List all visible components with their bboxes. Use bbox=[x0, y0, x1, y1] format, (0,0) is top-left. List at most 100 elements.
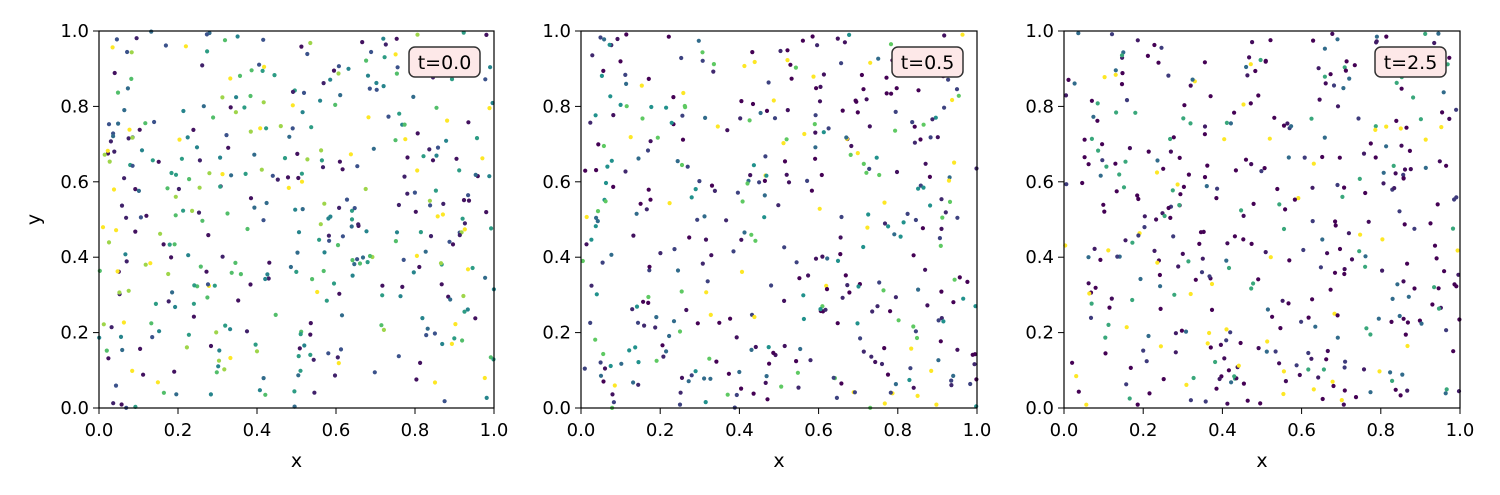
scatter-point bbox=[462, 309, 467, 314]
scatter-point bbox=[905, 211, 910, 216]
scatter-point bbox=[1117, 172, 1122, 177]
scatter-point bbox=[1376, 316, 1381, 321]
scatter-point bbox=[679, 375, 685, 380]
scatter-point bbox=[784, 137, 789, 142]
scatter-point bbox=[1114, 110, 1119, 115]
scatter-point bbox=[1357, 176, 1362, 181]
scatter-point bbox=[784, 172, 789, 177]
scatter-point bbox=[909, 346, 914, 351]
scatter-point bbox=[1250, 40, 1255, 45]
scatter-point bbox=[1390, 296, 1395, 301]
panel-2-xticks: 0.0 0.2 0.4 0.6 0.8 1.0 bbox=[567, 408, 991, 441]
scatter-point bbox=[786, 180, 792, 185]
scatter-point bbox=[814, 86, 819, 91]
scatter-point bbox=[835, 321, 840, 326]
scatter-point bbox=[1436, 306, 1442, 311]
scatter-point bbox=[1188, 291, 1193, 297]
scatter-point bbox=[156, 159, 161, 164]
scatter-point bbox=[1405, 343, 1410, 349]
scatter-point bbox=[309, 125, 314, 130]
scatter-point bbox=[415, 131, 420, 136]
scatter-point bbox=[1392, 186, 1397, 191]
scatter-point bbox=[1188, 121, 1193, 126]
scatter-point bbox=[1353, 395, 1359, 400]
scatter-point bbox=[1115, 254, 1120, 259]
scatter-point bbox=[331, 68, 337, 73]
scatter-point bbox=[1159, 45, 1164, 50]
scatter-point bbox=[1306, 315, 1311, 320]
scatter-point bbox=[1343, 359, 1348, 364]
scatter-point bbox=[212, 283, 217, 288]
scatter-point bbox=[599, 73, 605, 78]
scatter-point bbox=[1342, 388, 1347, 393]
scatter-point bbox=[394, 230, 400, 235]
scatter-point bbox=[1419, 321, 1424, 326]
scatter-point bbox=[253, 342, 258, 347]
scatter-point bbox=[484, 32, 489, 38]
y-tick-label: 0.4 bbox=[1025, 247, 1054, 268]
scatter-point bbox=[1161, 377, 1166, 382]
scatter-point bbox=[874, 155, 879, 160]
scatter-point bbox=[582, 366, 587, 371]
scatter-point bbox=[896, 318, 901, 323]
scatter-point bbox=[1335, 335, 1340, 340]
panel-3-frame bbox=[1063, 30, 1461, 409]
scatter-point bbox=[1218, 342, 1223, 347]
scatter-point bbox=[439, 282, 444, 287]
scatter-point bbox=[466, 198, 472, 203]
scatter-point bbox=[817, 206, 822, 211]
scatter-point bbox=[263, 276, 268, 282]
scatter-point bbox=[228, 105, 233, 110]
scatter-point bbox=[448, 297, 453, 302]
scatter-point bbox=[1440, 110, 1445, 115]
scatter-point bbox=[1342, 267, 1347, 272]
scatter-point bbox=[936, 318, 941, 323]
scatter-point bbox=[1244, 64, 1249, 70]
scatter-point bbox=[667, 333, 672, 339]
scatter-point bbox=[440, 341, 445, 347]
scatter-point bbox=[901, 220, 906, 225]
scatter-point bbox=[1388, 370, 1393, 375]
y-tick-label: 0.8 bbox=[542, 96, 571, 117]
scatter-point bbox=[636, 360, 641, 365]
scatter-point bbox=[937, 236, 943, 241]
scatter-point bbox=[1253, 68, 1258, 74]
scatter-point bbox=[763, 154, 768, 159]
scatter-point bbox=[623, 72, 628, 77]
scatter-point bbox=[772, 116, 778, 121]
scatter-point bbox=[1377, 369, 1382, 374]
scatter-point bbox=[593, 224, 598, 229]
scatter-point bbox=[261, 100, 266, 105]
scatter-point bbox=[843, 273, 848, 278]
scatter-point bbox=[363, 186, 368, 192]
scatter-point bbox=[1335, 182, 1340, 188]
scatter-point bbox=[1208, 345, 1213, 350]
scatter-point bbox=[338, 347, 344, 352]
scatter-point bbox=[838, 235, 843, 240]
scatter-point bbox=[1399, 143, 1404, 148]
scatter-point bbox=[173, 194, 178, 199]
scatter-point bbox=[403, 137, 408, 142]
scatter-point bbox=[411, 270, 416, 275]
y-tick-label: 0.2 bbox=[1025, 323, 1054, 344]
scatter-point bbox=[1412, 226, 1417, 231]
scatter-point bbox=[1399, 86, 1404, 91]
scatter-point bbox=[1102, 75, 1107, 80]
scatter-point bbox=[1130, 240, 1135, 245]
scatter-point bbox=[110, 45, 115, 50]
scatter-point bbox=[340, 167, 345, 172]
scatter-point bbox=[1349, 257, 1355, 262]
scatter-point bbox=[157, 329, 162, 334]
scatter-point bbox=[466, 193, 471, 198]
scatter-point bbox=[204, 32, 209, 37]
scatter-point bbox=[418, 230, 423, 235]
scatter-point bbox=[956, 93, 961, 98]
scatter-point bbox=[811, 74, 816, 79]
scatter-point bbox=[457, 233, 462, 238]
scatter-point bbox=[970, 352, 975, 357]
scatter-point bbox=[910, 120, 915, 125]
scatter-point bbox=[211, 115, 216, 120]
scatter-point bbox=[653, 325, 658, 330]
scatter-point bbox=[474, 136, 480, 141]
scatter-point bbox=[1398, 393, 1403, 398]
